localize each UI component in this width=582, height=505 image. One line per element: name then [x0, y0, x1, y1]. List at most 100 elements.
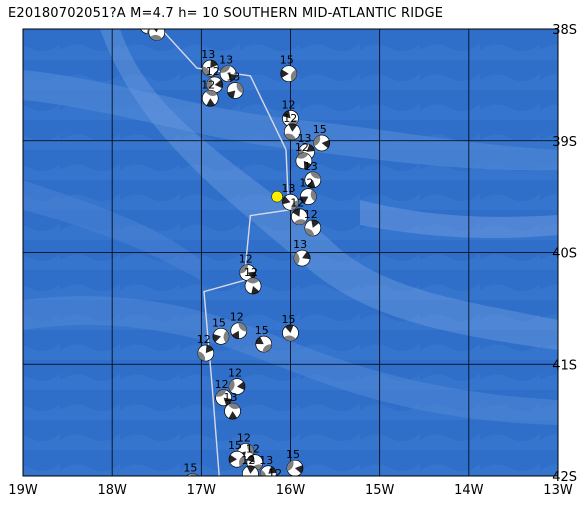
depth-label: 12	[304, 208, 318, 221]
beachball-quadrant	[282, 196, 291, 205]
depth-label: 12	[206, 65, 220, 78]
focal-mechanism: 12	[299, 177, 317, 205]
focal-mechanism: 12	[197, 333, 215, 362]
depth-label: 15	[286, 448, 300, 461]
depth-label: 12	[230, 311, 244, 324]
lon-tick-label: 16W	[276, 483, 306, 498]
focal-mechanism: 12	[239, 253, 257, 281]
beachball-compression	[205, 90, 218, 97]
depth-label: 13	[293, 238, 307, 251]
beachball-quadrant	[205, 345, 214, 354]
beachball-quadrant	[282, 110, 291, 119]
beachball-compression	[215, 389, 227, 397]
beachball-quadrant	[231, 330, 240, 339]
beachball-compression	[220, 65, 231, 73]
beachball-compression	[290, 69, 297, 82]
beachball-quadrant	[228, 73, 236, 82]
beachball-compression	[262, 344, 272, 353]
focal-mechanism: 13	[282, 182, 299, 211]
depth-label: 13	[224, 391, 238, 404]
depth-label: 12	[239, 253, 253, 266]
focal-mechanism: 12	[282, 98, 299, 127]
focal-mechanism: 13	[304, 160, 322, 189]
epicenter-marker	[271, 190, 283, 203]
beachball-compression	[189, 473, 199, 476]
depth-label: 15	[282, 313, 296, 326]
beachball-compression	[286, 460, 294, 472]
depth-label: 15	[148, 12, 162, 25]
beachball-compression	[206, 77, 213, 90]
beachball-quadrant	[227, 90, 236, 99]
beachball-compression	[239, 455, 245, 467]
focal-mechanism: 12	[201, 78, 219, 107]
depth-label: 12	[290, 197, 304, 210]
focal-mechanism: 12	[304, 208, 322, 237]
beachball-compression	[202, 66, 210, 77]
beachball-quadrant	[210, 60, 218, 69]
beachball-compression	[247, 443, 254, 455]
depth-label: 12	[282, 98, 296, 111]
beachball-compression	[260, 469, 267, 476]
depth-label: 13	[304, 160, 318, 173]
lon-tick-label: 19W	[8, 483, 38, 498]
focal-mechanism: 12	[268, 467, 282, 480]
beachball-quadrant	[251, 286, 260, 295]
focal-mechanism: 13	[226, 70, 244, 99]
beachball-quadrant	[294, 465, 303, 474]
beachball-quadrant	[237, 381, 246, 390]
depth-label: 12	[283, 112, 297, 125]
beachball-quadrant	[303, 160, 312, 169]
beachball-quadrant	[292, 208, 301, 217]
beachball-quadrant	[306, 144, 315, 152]
depth-label: 12	[228, 367, 242, 380]
lat-tick-label: 40S	[552, 247, 577, 262]
focal-mechanism: 12	[230, 311, 248, 340]
beachball-compression	[310, 189, 317, 202]
focal-mechanism: 15	[313, 123, 331, 152]
lat-tick-label: 42S	[552, 470, 577, 485]
focal-mechanism: 15	[280, 54, 298, 83]
beachball-compression	[304, 228, 315, 236]
focal-mechanism: 12	[244, 266, 262, 295]
beachball-compression	[238, 322, 247, 332]
depth-label: 13	[226, 70, 240, 83]
focal-mechanism: 15	[282, 313, 299, 342]
beachball-compression	[223, 330, 229, 343]
beachball-quadrant	[228, 411, 237, 420]
beachball-quadrant	[285, 324, 294, 333]
beachball-quadrant	[229, 454, 237, 464]
depth-label: 12	[237, 431, 251, 444]
beachball-compression	[291, 200, 299, 211]
depth-label: 12	[268, 467, 282, 480]
beachball-compression	[310, 171, 321, 179]
depth-label: 15	[212, 316, 226, 329]
depth-label: 15	[139, 6, 153, 19]
beachball-quadrant	[288, 123, 297, 132]
beachball-quadrant	[246, 465, 256, 474]
lon-tick-label: 15W	[365, 483, 395, 498]
focal-mechanism: 12	[228, 367, 246, 395]
beachball-quadrant	[247, 454, 255, 463]
beachball-quadrant	[206, 98, 215, 107]
beachball-compression	[294, 252, 300, 265]
focal-mechanism: 13	[293, 238, 311, 267]
focal-mechanism: 13	[224, 391, 241, 420]
lat-tick-label: 38S	[552, 23, 577, 38]
focal-mechanism: 12	[215, 378, 232, 407]
depth-label: 12	[246, 443, 260, 456]
depth-label: 12	[201, 78, 215, 91]
focal-mechanism: 15	[183, 462, 199, 476]
depth-label: 15	[183, 462, 197, 475]
depth-label: 12	[197, 333, 211, 346]
depth-label: 15	[280, 54, 294, 67]
focal-mechanism: 15	[286, 448, 304, 476]
lon-tick-label: 13W	[543, 483, 573, 498]
beachball-compression	[294, 219, 307, 225]
beachball-quadrant	[280, 69, 289, 78]
beachball-quadrant	[268, 466, 277, 474]
focal-mechanism: 13	[201, 48, 219, 77]
beachball-compression	[284, 133, 296, 140]
focal-mechanism: 13	[259, 454, 277, 476]
depth-label: 15	[228, 439, 242, 452]
